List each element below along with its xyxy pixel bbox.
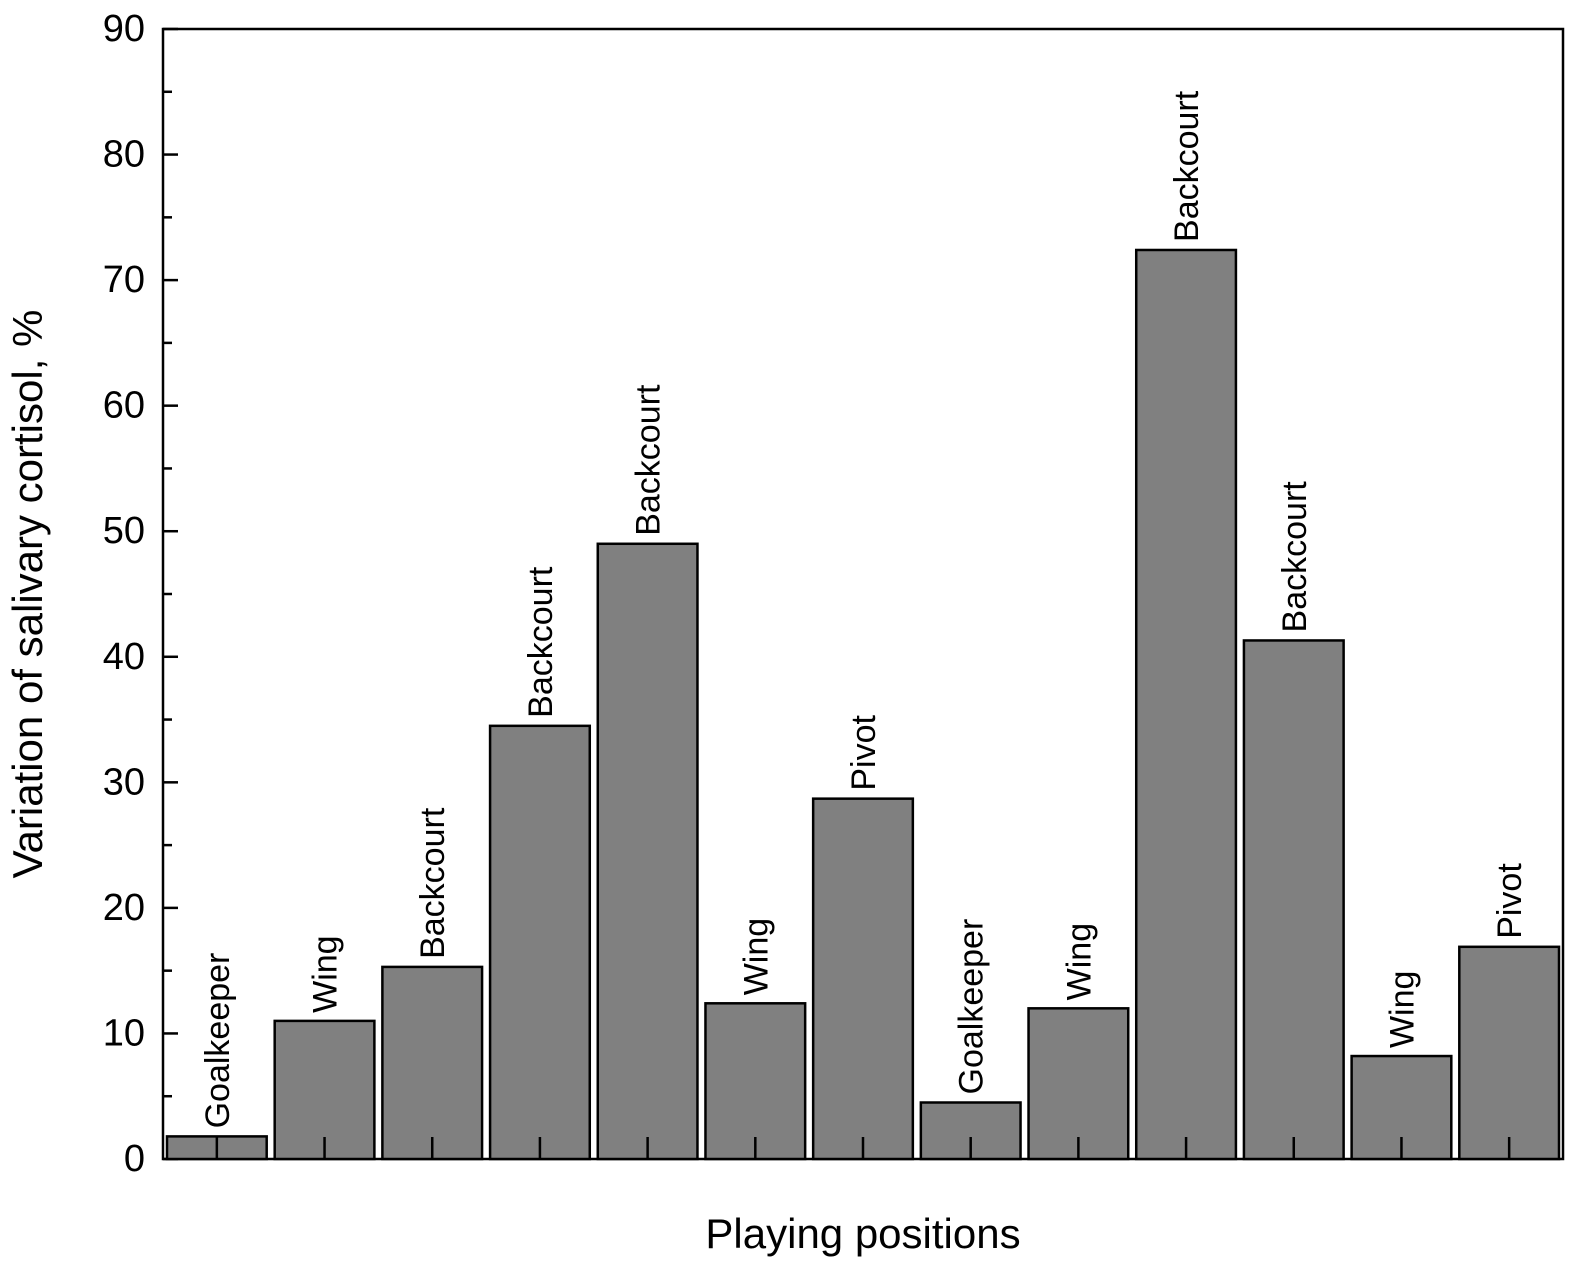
y-axis-ticks: 0 10 20 30 40 50 60 70 80 90	[103, 8, 178, 1180]
bar	[704, 1002, 807, 1161]
bar-label: Backcourt	[630, 384, 668, 536]
y-axis-title: Variation of salivary cortisol, %	[4, 310, 51, 879]
bar-label: Wing	[737, 918, 775, 995]
bar-label: Goalkeeper	[199, 953, 237, 1129]
bar-label: Backcourt	[414, 807, 452, 959]
bar-label: Backcourt	[1276, 481, 1314, 633]
bar-label: Backcourt	[1168, 90, 1206, 242]
bar	[488, 724, 592, 1161]
bar	[811, 797, 915, 1161]
bar	[1027, 1007, 1130, 1161]
y-tick-label: 30	[103, 761, 145, 803]
y-tick-label: 10	[103, 1012, 145, 1054]
y-tick-label: 40	[103, 636, 145, 678]
y-tick-label: 0	[124, 1138, 145, 1180]
bar	[273, 1019, 376, 1161]
bar-label: Pivot	[1491, 863, 1529, 939]
bar-label: Backcourt	[522, 566, 560, 718]
bar	[1242, 639, 1345, 1161]
bar-label: Wing	[1060, 923, 1098, 1000]
y-tick-label: 80	[103, 134, 145, 176]
y-tick-label: 20	[103, 887, 145, 929]
bar	[596, 542, 699, 1161]
bars-group: Goalkeeper Wing Backcourt Backcourt Backcour…	[165, 90, 1561, 1161]
bar	[1134, 248, 1238, 1161]
bar	[381, 965, 484, 1161]
y-tick-label: 60	[103, 385, 145, 427]
y-tick-label: 90	[103, 8, 145, 50]
x-axis-title: Playing positions	[705, 1210, 1020, 1257]
y-tick-label: 70	[103, 259, 145, 301]
bar-label: Goalkeeper	[953, 919, 991, 1095]
bar-label: Wing	[1383, 971, 1421, 1048]
y-tick-label: 50	[103, 510, 145, 552]
bar-label: Wing	[307, 935, 345, 1012]
bar-label: Pivot	[845, 715, 883, 791]
bar	[1458, 945, 1561, 1161]
